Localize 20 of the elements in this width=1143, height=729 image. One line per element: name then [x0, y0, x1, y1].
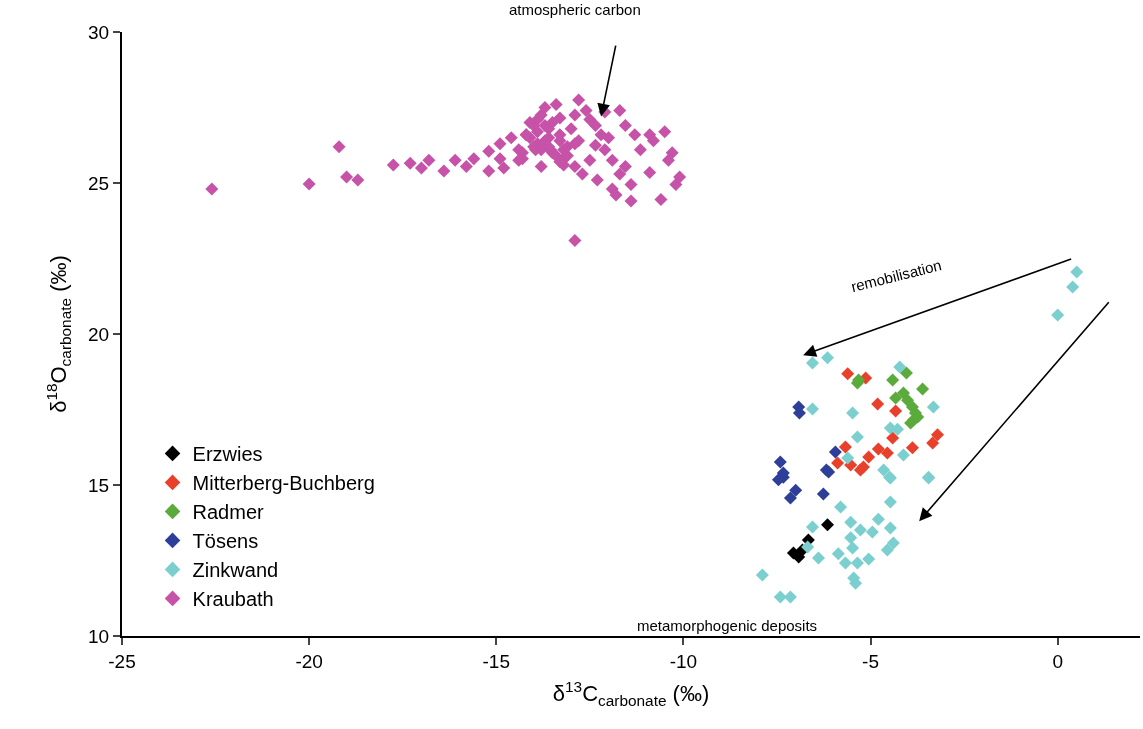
- x-tick-label: 0: [1052, 650, 1063, 672]
- legend-label: Radmer: [192, 501, 265, 524]
- legend-label: Zinkwand: [192, 559, 279, 582]
- annotation: metamorphogenic deposits: [637, 617, 818, 634]
- y-tick-label: 15: [88, 474, 110, 496]
- legend-label: Erzwies: [192, 443, 263, 466]
- y-tick-label: 25: [88, 172, 110, 194]
- y-tick-label: 30: [88, 21, 110, 43]
- legend-label: Mitterberg-Buchberg: [192, 472, 375, 495]
- legend-label: Tösens: [192, 530, 259, 553]
- x-tick-label: -10: [669, 650, 698, 672]
- text: atmospheric carbon: [509, 1, 641, 18]
- y-tick-label: 20: [88, 323, 110, 345]
- x-tick-label: -5: [862, 650, 879, 672]
- y-tick-label: 10: [88, 625, 110, 647]
- x-tick-label: -25: [108, 650, 136, 672]
- x-tick-label: -15: [482, 650, 510, 672]
- x-tick-label: -20: [295, 650, 323, 672]
- legend-label: Kraubath: [192, 588, 274, 611]
- x-axis-title: δ$^{13}$C$_{carbonate}$ (‰): [552, 677, 710, 709]
